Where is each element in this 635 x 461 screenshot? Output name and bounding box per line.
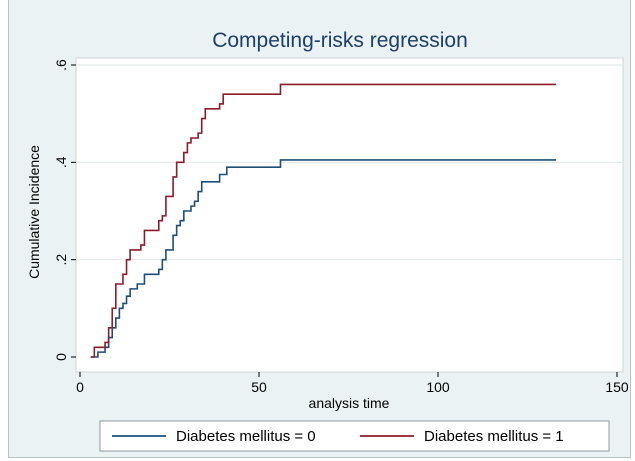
x-tick-label: 50	[251, 379, 267, 395]
y-tick-label: .2	[53, 254, 69, 266]
chart-title: Competing-risks regression	[212, 29, 468, 52]
legend: Diabetes mellitus = 0 Diabetes mellitus =…	[99, 420, 610, 452]
y-tick-label: .6	[53, 59, 69, 71]
x-axis-label: analysis time	[309, 395, 390, 411]
legend-label-1: Diabetes mellitus = 1	[424, 428, 564, 445]
series-line-0	[90, 159, 557, 358]
y-axis-label: Cumulative Incidence	[26, 145, 42, 279]
plot-area	[75, 57, 624, 373]
legend-box	[99, 420, 610, 452]
x-tick-label: 150	[605, 379, 629, 395]
x-tick-label: 100	[426, 379, 450, 395]
y-tick-label: 0	[53, 353, 69, 361]
y-axis: 0 .2 .4 .6	[53, 59, 76, 361]
grid-lines	[77, 64, 622, 261]
series-line-1	[90, 83, 557, 358]
x-axis: 0 50 100 150	[76, 372, 629, 395]
y-tick-label: .4	[53, 156, 69, 168]
legend-items: Diabetes mellitus = 0 Diabetes mellitus =…	[112, 428, 564, 445]
x-tick-label: 0	[76, 379, 84, 395]
legend-label-0: Diabetes mellitus = 0	[176, 428, 316, 445]
series-layer	[90, 83, 557, 358]
